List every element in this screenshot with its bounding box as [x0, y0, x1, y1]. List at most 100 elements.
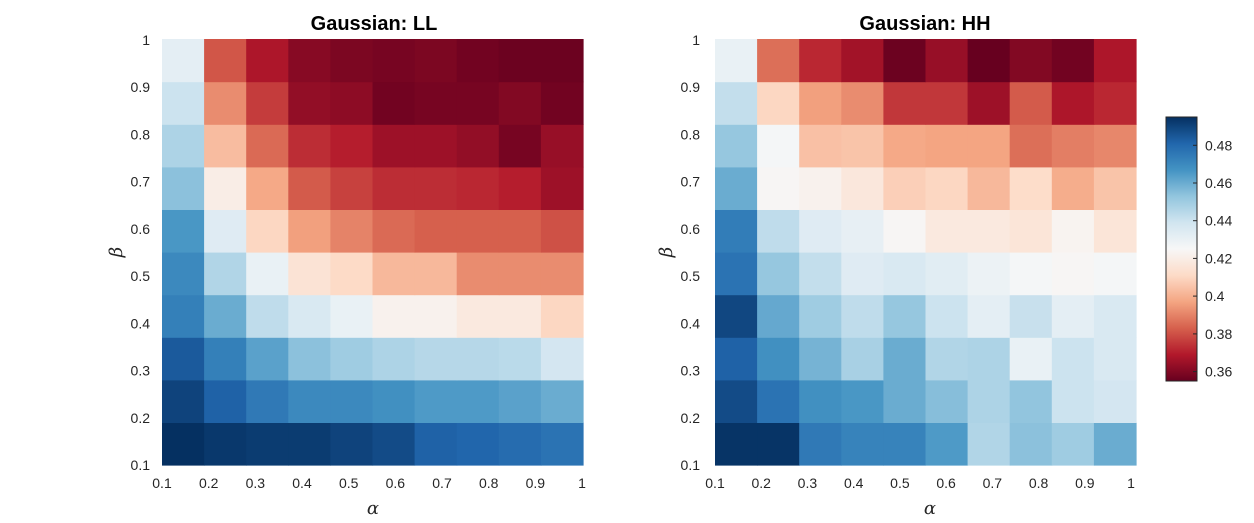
heatmap-cell — [498, 209, 542, 253]
heatmap-cell — [883, 209, 927, 253]
heatmap-cell — [204, 252, 247, 296]
heatmap-cell — [288, 81, 331, 125]
heatmap-cell — [1009, 81, 1053, 125]
y-tick-label: 0.2 — [681, 410, 701, 426]
colorbar-tick-label: 0.48 — [1205, 137, 1232, 153]
y-tick-label: 0.4 — [131, 315, 151, 331]
heatmap-cell — [540, 379, 584, 423]
y-tick-label: 0.1 — [131, 457, 151, 473]
heatmap-cell — [498, 39, 542, 83]
heatmap-cell — [1051, 209, 1095, 253]
heatmap-cell — [288, 337, 331, 381]
heatmap-cell — [414, 337, 458, 381]
heatmap-cell — [162, 422, 205, 466]
heatmap-cell — [883, 252, 927, 296]
heatmap-cell — [799, 209, 842, 253]
heatmap-cell — [1051, 294, 1095, 338]
heatmap-cell — [1009, 166, 1053, 210]
heatmap-cell — [456, 39, 500, 83]
y-tick-label: 1 — [142, 32, 150, 48]
heatmap-cell — [540, 337, 584, 381]
chart-title-ll: Gaussian: LL — [311, 13, 438, 35]
x-tick-label: 0.6 — [386, 475, 406, 491]
heatmap-cell — [883, 422, 927, 466]
heatmap-cell — [456, 294, 500, 338]
heatmap-cell — [372, 81, 416, 125]
heatmap-cell — [1009, 422, 1053, 466]
heatmap-cell — [715, 81, 758, 125]
heatmap-cell — [841, 209, 884, 253]
heatmap-cell — [1009, 294, 1053, 338]
heatmap-cell — [204, 124, 247, 168]
heatmap-cell — [883, 294, 927, 338]
x-tick-label: 0.9 — [1075, 475, 1095, 491]
x-axis-label-hh: α — [924, 498, 936, 519]
heatmap-cell — [967, 39, 1011, 83]
heatmap-cell — [841, 337, 884, 381]
heatmap-cell — [246, 124, 289, 168]
x-tick-label: 0.3 — [246, 475, 266, 491]
heatmap-cell — [456, 422, 500, 466]
heatmap-cell — [925, 166, 969, 210]
heatmap-cell — [498, 337, 542, 381]
heatmap-cell — [841, 422, 884, 466]
heatmap-cell — [1093, 124, 1137, 168]
heatmap-cell — [372, 39, 416, 83]
y-tick-label: 0.2 — [131, 410, 151, 426]
heatmap-cell — [715, 209, 758, 253]
heatmap-cell — [1093, 294, 1137, 338]
heatmap-cell — [799, 337, 842, 381]
x-tick-label: 1 — [1127, 475, 1135, 491]
heatmap-cell — [1051, 81, 1095, 125]
x-ticks-ll: 0.1 0.2 0.3 0.4 0.5 0.6 0.7 0.8 0.9 1 — [152, 475, 586, 491]
heatmap-cell — [540, 294, 584, 338]
x-tick-label: 0.2 — [751, 475, 771, 491]
heatmap-cell — [540, 81, 584, 125]
heatmap-cell — [799, 39, 842, 83]
heatmap-cell — [330, 422, 374, 466]
y-tick-label: 0.5 — [131, 268, 151, 284]
y-tick-label: 0.8 — [681, 126, 701, 142]
heatmap-cell — [498, 124, 542, 168]
heatmap-cell — [1009, 337, 1053, 381]
heatmap-cell — [288, 209, 331, 253]
heatmap-cell — [288, 379, 331, 423]
heatmap-cell — [715, 124, 758, 168]
heatmap-cell — [246, 166, 289, 210]
heatmap-cell — [162, 209, 205, 253]
heatmap-cell — [883, 166, 927, 210]
heatmap-cell — [1009, 124, 1053, 168]
colorbar-tick-label: 0.42 — [1205, 250, 1232, 266]
heatmap-cell — [372, 166, 416, 210]
heatmap-cell — [456, 166, 500, 210]
heatmap-cell — [967, 209, 1011, 253]
heatmap-cell — [330, 124, 374, 168]
heatmap-cell — [757, 209, 800, 253]
heatmap-cell — [841, 124, 884, 168]
heatmap-cell — [246, 39, 289, 83]
heatmap-cell — [540, 39, 584, 83]
heatmap-cell — [372, 294, 416, 338]
x-tick-label: 0.7 — [432, 475, 452, 491]
heatmap-cell — [456, 337, 500, 381]
heatmap-cell — [498, 294, 542, 338]
heatmap-cell — [1093, 422, 1137, 466]
heatmap-cell — [883, 124, 927, 168]
heatmap-cell — [204, 81, 247, 125]
heatmap-cell — [330, 337, 374, 381]
heatmap-cell — [162, 124, 205, 168]
heatmap-cell — [841, 81, 884, 125]
heatmap-cell — [757, 39, 800, 83]
heatmap-cell — [1051, 124, 1095, 168]
x-tick-label: 0.2 — [199, 475, 219, 491]
y-tick-label: 0.5 — [681, 268, 701, 284]
heatmap-cell — [414, 209, 458, 253]
heatmap-cell — [1009, 252, 1053, 296]
heatmap-cell — [498, 422, 542, 466]
heatmap-cell — [414, 422, 458, 466]
heatmap-cell — [925, 209, 969, 253]
y-tick-label: 1 — [692, 32, 700, 48]
y-tick-label: 0.3 — [681, 363, 701, 379]
x-tick-label: 0.6 — [936, 475, 956, 491]
